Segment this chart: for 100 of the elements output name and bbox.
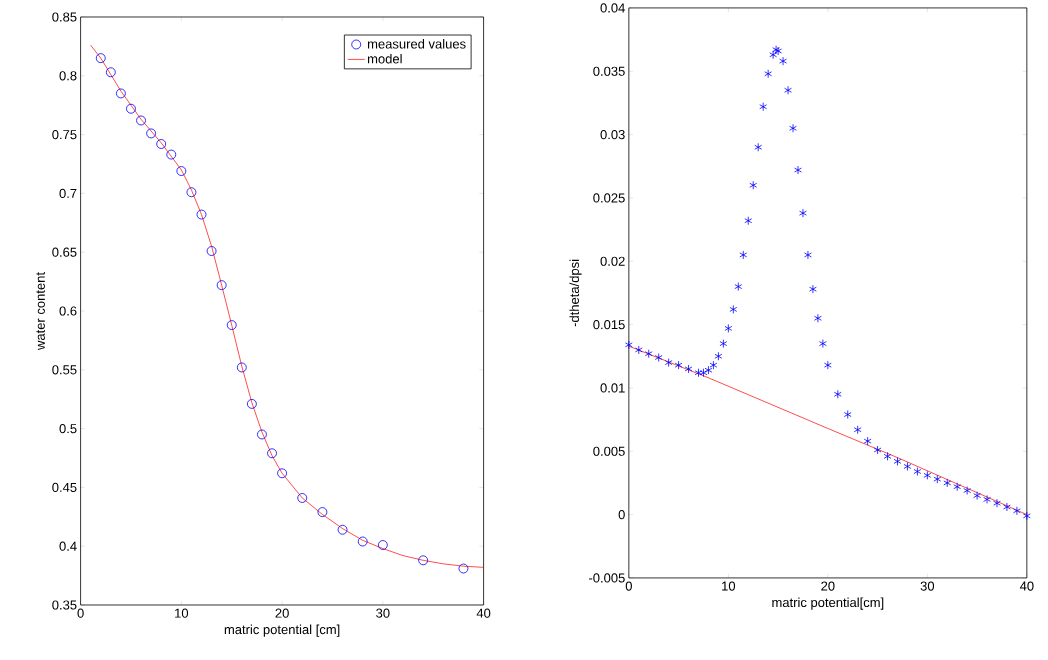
y-tick-label: 0.5 (59, 423, 77, 434)
point (704, 365, 713, 375)
y-tick-label: 0.35 (52, 600, 77, 610)
point (1013, 506, 1021, 516)
point (754, 142, 763, 152)
point (749, 180, 758, 190)
point (893, 456, 902, 466)
point (863, 436, 872, 446)
y-tick-label: 0.02 (600, 256, 625, 266)
point (317, 507, 328, 517)
point (257, 429, 267, 440)
point (458, 563, 469, 574)
point (943, 478, 952, 488)
point (873, 445, 882, 455)
point (973, 491, 981, 500)
point (779, 56, 787, 66)
point (95, 53, 106, 63)
x-tick-label: 0 (625, 581, 632, 591)
y-axis-title: water content (36, 271, 45, 350)
y-tick-label: 0.025 (593, 193, 625, 203)
y-tick-label: 0.6 (59, 306, 77, 316)
point (156, 138, 167, 149)
y-tick-label: 0.7 (59, 188, 77, 198)
point (664, 358, 673, 367)
point (357, 536, 368, 547)
point (843, 410, 852, 419)
y-tick-label: 0.01 (600, 383, 625, 393)
point (418, 555, 429, 566)
point (903, 461, 912, 471)
point (769, 50, 777, 60)
legend-label: model (367, 53, 402, 64)
point (993, 498, 1001, 508)
point (794, 165, 802, 175)
point (714, 351, 723, 361)
point (933, 474, 942, 484)
x-tick-label: 20 (275, 608, 289, 618)
point (759, 102, 768, 111)
point (146, 128, 157, 139)
point (724, 323, 733, 333)
point (744, 216, 753, 225)
point (267, 448, 277, 459)
point (1022, 511, 1031, 521)
point (953, 482, 962, 492)
point (963, 486, 972, 495)
point (116, 88, 126, 99)
point (337, 524, 348, 535)
x-tick-label: 30 (920, 581, 935, 591)
point (236, 362, 247, 373)
point (277, 468, 287, 479)
point (819, 339, 827, 348)
x-tick-label: 10 (722, 581, 736, 591)
y-tick-label: 0.8 (59, 71, 77, 81)
point (729, 304, 738, 314)
point (136, 115, 146, 126)
y-tick-label: 0.65 (52, 247, 77, 257)
point (764, 69, 773, 79)
y-tick-label: 0.03 (600, 129, 625, 140)
point (377, 539, 388, 550)
point (913, 467, 922, 476)
line-series (628, 345, 1027, 515)
point (654, 353, 663, 362)
point (784, 85, 792, 95)
point (804, 250, 812, 260)
y-tick-label: 0.4 (59, 541, 77, 551)
y-tick-label: 0.75 (52, 129, 77, 140)
point (186, 187, 197, 197)
point (709, 360, 718, 370)
point (126, 103, 136, 114)
point (799, 208, 807, 218)
point (719, 339, 728, 348)
point (246, 398, 257, 409)
y-tick-label: 0.005 (593, 446, 625, 456)
point (833, 389, 842, 399)
point (1003, 502, 1011, 512)
y-tick-label: -0.005 (589, 573, 625, 583)
y-tick-label: 0.035 (593, 66, 625, 76)
x-axis-title: matric potential[cm] (772, 597, 884, 610)
point (983, 494, 991, 504)
legend-label: measured values (367, 38, 466, 49)
point (684, 364, 693, 374)
x-tick-label: 10 (175, 608, 189, 618)
point (739, 250, 748, 260)
point (644, 349, 653, 359)
y-tick-label: 0.55 (52, 365, 77, 375)
point (734, 282, 743, 291)
point (105, 67, 116, 78)
point (166, 149, 177, 160)
point (297, 492, 308, 503)
point (176, 166, 187, 176)
x-axis-title: matric potential [cm] (224, 624, 340, 637)
point (823, 360, 832, 370)
x-tick-label: 20 (821, 581, 835, 591)
y-tick-label: 0.015 (593, 319, 625, 330)
x-tick-label: 40 (476, 608, 491, 618)
x-tick-label: 40 (1019, 581, 1034, 591)
point (226, 320, 237, 330)
point (624, 340, 633, 350)
y-tick-label: 0.04 (600, 3, 625, 13)
point (814, 313, 822, 323)
x-tick-label: 0 (77, 608, 84, 618)
